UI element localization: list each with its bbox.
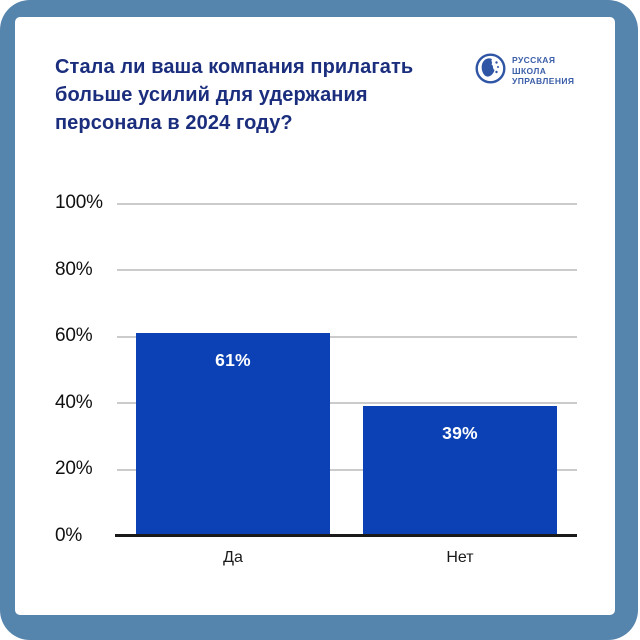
y-axis: 100% 80% 60% 40% 20% 0% — [55, 192, 115, 546]
gridline-100 — [117, 203, 577, 205]
title-line-1: Стала ли ваша компания прилагать — [55, 56, 414, 78]
gridline-80 — [117, 269, 577, 271]
ytick-60: 60% — [55, 325, 93, 346]
gridline-40 — [117, 402, 577, 404]
gridline-20 — [117, 469, 577, 471]
plot-area: 61% 39% — [115, 203, 577, 537]
globe-icon — [475, 53, 506, 84]
bar-value-label-da: 61% — [215, 350, 251, 370]
bar-da: 61% — [136, 333, 330, 536]
ytick-100: 100% — [55, 192, 103, 213]
title-line-2: больше усилий для удержания — [55, 84, 368, 106]
category-label-net: Нет — [446, 549, 474, 566]
ytick-80: 80% — [55, 259, 93, 280]
logo-line-3: УПРАВЛЕНИЯ — [512, 76, 575, 86]
title-line-3: персонала в 2024 году? — [55, 112, 293, 134]
x-axis-baseline — [115, 534, 577, 537]
logo-line-1: РУССКАЯ — [512, 55, 556, 65]
chart-question-title: Стала ли ваша компания прилагать больше … — [55, 53, 455, 137]
ytick-20: 20% — [55, 458, 93, 479]
ytick-0: 0% — [55, 525, 83, 546]
gridline-60 — [117, 336, 577, 338]
ytick-40: 40% — [55, 392, 93, 413]
logo-line-2: ШКОЛА — [512, 65, 547, 76]
bar-net: 39% — [363, 406, 557, 536]
brand-logo: РУССКАЯ ШКОЛА УПРАВЛЕНИЯ — [475, 53, 605, 87]
category-label-da: Да — [223, 549, 243, 566]
bar-value-label-net: 39% — [442, 423, 478, 443]
infographic-card: Стала ли ваша компания прилагать больше … — [15, 17, 615, 615]
bar-chart: 100% 80% 60% 40% 20% 0% 61% 39% — [15, 17, 615, 615]
brand-logo-text: РУССКАЯ ШКОЛА УПРАВЛЕНИЯ — [512, 55, 574, 87]
